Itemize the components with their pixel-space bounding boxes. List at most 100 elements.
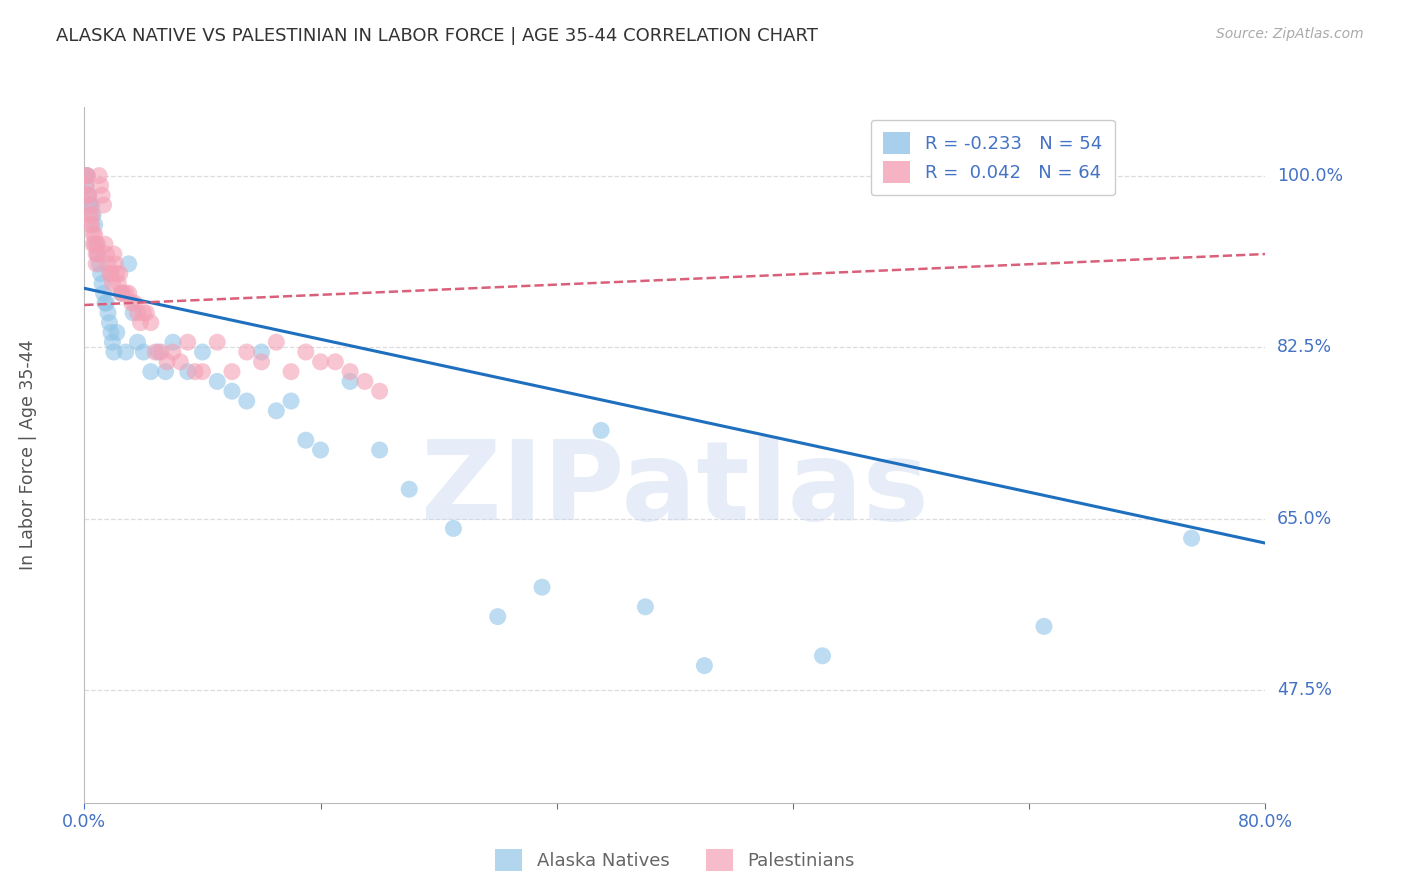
Point (98, 316, 121, 330)
Point (280, 365, 302, 379)
Point (110, 286, 132, 301)
Point (83, 237, 105, 252)
Point (110, 286, 132, 301)
Point (169, 355, 191, 369)
Text: In Labor Force | Age 35-44: In Labor Force | Age 35-44 (18, 340, 37, 570)
Point (107, 277, 129, 291)
Point (82, 208, 104, 222)
Point (100, 326, 122, 340)
Point (127, 335, 149, 350)
Point (354, 375, 377, 389)
Point (155, 365, 177, 379)
Point (86, 247, 108, 261)
Point (309, 443, 332, 458)
Point (96, 296, 118, 310)
Point (148, 345, 170, 359)
Point (75, 178, 97, 193)
Point (250, 345, 273, 359)
Point (76, 169, 98, 183)
Point (75, 169, 97, 183)
Text: 100.0%: 100.0% (1277, 167, 1343, 185)
Point (191, 345, 214, 359)
Point (80, 198, 103, 212)
Point (82, 227, 104, 242)
Point (84, 247, 107, 261)
Point (129, 316, 152, 330)
Point (184, 365, 207, 379)
Point (205, 335, 228, 350)
Point (80, 208, 103, 222)
Point (97, 306, 120, 320)
Point (79, 218, 101, 232)
Point (127, 306, 149, 320)
Text: ZIPatlas: ZIPatlas (420, 436, 929, 543)
Point (77, 188, 100, 202)
Point (87, 257, 111, 271)
Point (339, 375, 361, 389)
Point (100, 267, 122, 281)
Point (79, 208, 101, 222)
Point (105, 267, 128, 281)
Point (205, 375, 228, 389)
Point (91, 277, 114, 291)
Legend: Alaska Natives, Palestinians: Alaska Natives, Palestinians (488, 842, 862, 879)
Point (76, 169, 98, 183)
Point (132, 345, 155, 359)
Point (114, 345, 136, 359)
Point (295, 434, 318, 448)
Point (75, 169, 97, 183)
Point (309, 355, 332, 369)
Point (264, 335, 288, 350)
Point (280, 394, 302, 409)
Point (96, 247, 118, 261)
Point (94, 237, 117, 252)
Point (97, 257, 120, 271)
Point (103, 345, 125, 359)
Point (191, 365, 214, 379)
Point (91, 188, 114, 202)
Point (124, 296, 146, 310)
Point (177, 335, 200, 350)
Point (368, 443, 391, 458)
Point (1180, 531, 1202, 545)
Point (139, 316, 162, 330)
Point (811, 648, 834, 663)
Point (177, 365, 200, 379)
Point (295, 345, 318, 359)
Point (93, 286, 115, 301)
Point (101, 335, 124, 350)
Point (82, 237, 104, 252)
Point (530, 580, 553, 594)
Point (250, 355, 273, 369)
Point (132, 306, 155, 320)
Point (84, 257, 107, 271)
Point (93, 198, 115, 212)
Point (104, 257, 127, 271)
Point (86, 247, 108, 261)
Point (83, 227, 105, 242)
Point (118, 257, 141, 271)
Text: 82.5%: 82.5% (1277, 338, 1333, 356)
Point (80, 218, 103, 232)
Text: 65.0%: 65.0% (1277, 509, 1333, 527)
Point (150, 345, 173, 359)
Point (90, 178, 112, 193)
Point (693, 658, 716, 673)
Point (79, 198, 101, 212)
Point (86, 237, 108, 252)
Text: ALASKA NATIVE VS PALESTINIAN IN LABOR FORCE | AGE 35-44 CORRELATION CHART: ALASKA NATIVE VS PALESTINIAN IN LABOR FO… (56, 27, 818, 45)
Legend: R = -0.233   N = 54, R =  0.042   N = 64: R = -0.233 N = 54, R = 0.042 N = 64 (870, 120, 1115, 195)
Point (162, 335, 184, 350)
Point (1032, 619, 1054, 633)
Point (108, 267, 131, 281)
Point (77, 198, 100, 212)
Point (162, 345, 184, 359)
Point (368, 384, 391, 399)
Point (94, 296, 117, 310)
Point (441, 521, 464, 535)
Point (121, 296, 143, 310)
Point (98, 267, 121, 281)
Point (139, 365, 162, 379)
Point (221, 384, 243, 399)
Point (122, 306, 145, 320)
